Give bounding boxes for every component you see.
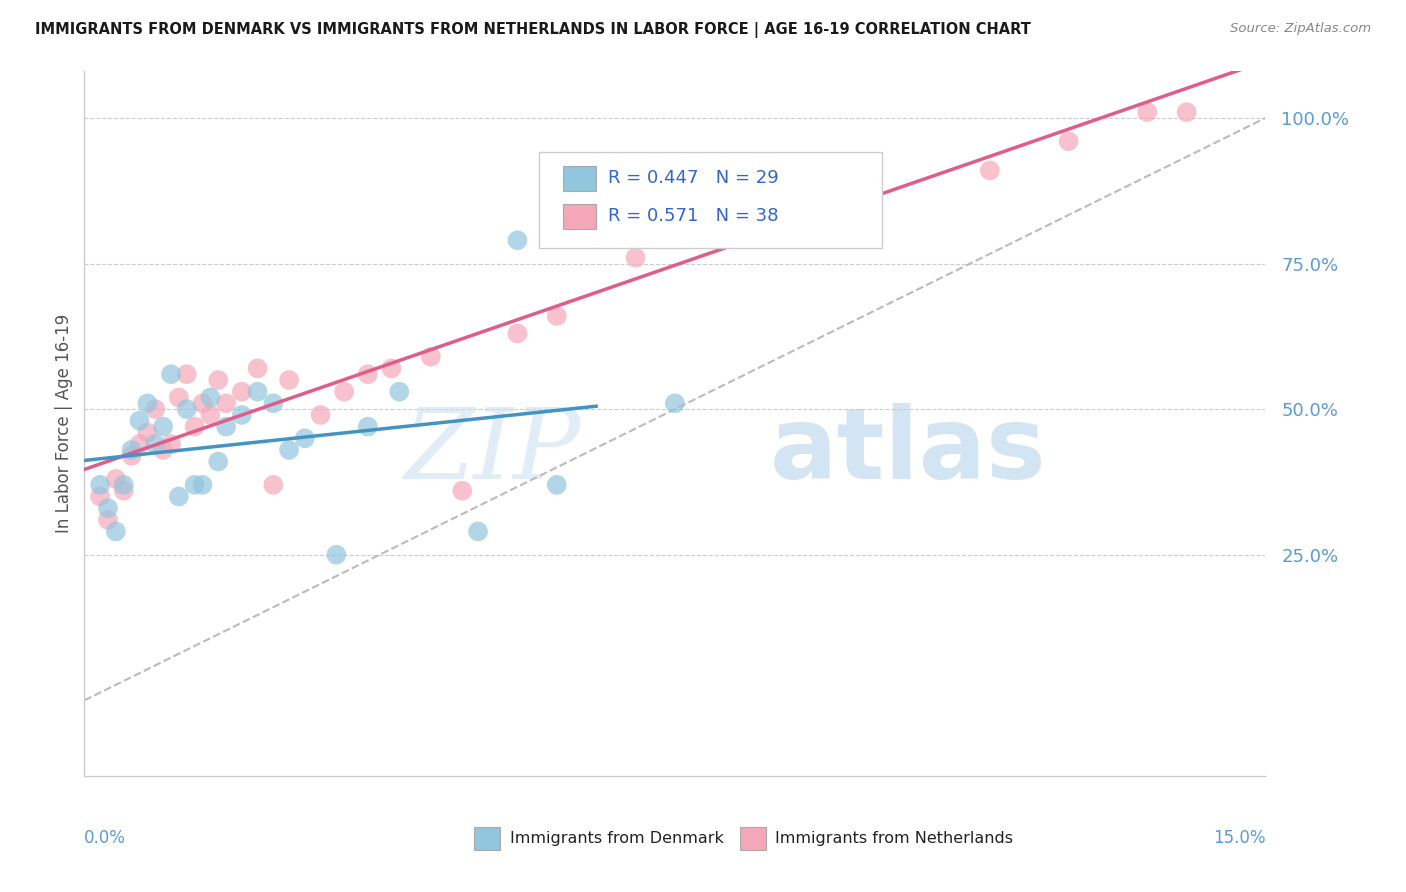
Point — [231, 384, 253, 399]
Point — [388, 384, 411, 399]
Point — [357, 368, 380, 382]
Point — [183, 419, 205, 434]
Point — [136, 425, 159, 440]
Point — [136, 396, 159, 410]
Point — [262, 396, 284, 410]
Point — [183, 478, 205, 492]
Point — [97, 501, 120, 516]
Point — [160, 368, 183, 382]
FancyBboxPatch shape — [474, 828, 501, 850]
Point — [357, 419, 380, 434]
Text: Source: ZipAtlas.com: Source: ZipAtlas.com — [1230, 22, 1371, 36]
Point — [278, 442, 301, 457]
Point — [664, 198, 686, 212]
Point — [246, 361, 269, 376]
Point — [419, 350, 441, 364]
FancyBboxPatch shape — [562, 204, 596, 228]
Point — [467, 524, 489, 539]
Point — [89, 490, 111, 504]
Point — [231, 408, 253, 422]
Point — [1175, 105, 1198, 120]
Text: R = 0.571   N = 38: R = 0.571 N = 38 — [607, 207, 778, 225]
Point — [664, 396, 686, 410]
Point — [207, 373, 229, 387]
Point — [215, 396, 238, 410]
Point — [176, 368, 198, 382]
Point — [215, 419, 238, 434]
Point — [506, 233, 529, 247]
Point — [333, 384, 356, 399]
Text: ZIP: ZIP — [404, 404, 581, 500]
Point — [191, 396, 214, 410]
Point — [160, 437, 183, 451]
Point — [200, 391, 222, 405]
Point — [624, 251, 647, 265]
Point — [152, 419, 174, 434]
Point — [152, 442, 174, 457]
Point — [191, 478, 214, 492]
Text: 0.0%: 0.0% — [84, 829, 127, 847]
FancyBboxPatch shape — [740, 828, 766, 850]
Point — [112, 483, 135, 498]
Point — [546, 309, 568, 323]
Point — [121, 442, 143, 457]
Point — [167, 490, 190, 504]
Point — [325, 548, 347, 562]
Point — [128, 414, 150, 428]
Point — [128, 437, 150, 451]
Point — [143, 402, 166, 417]
FancyBboxPatch shape — [562, 167, 596, 191]
Text: 15.0%: 15.0% — [1213, 829, 1265, 847]
Point — [451, 483, 474, 498]
Point — [860, 175, 883, 189]
Point — [121, 449, 143, 463]
Point — [262, 478, 284, 492]
Point — [380, 361, 402, 376]
Point — [143, 437, 166, 451]
Point — [200, 408, 222, 422]
Y-axis label: In Labor Force | Age 16-19: In Labor Force | Age 16-19 — [55, 314, 73, 533]
Point — [207, 454, 229, 468]
Point — [309, 408, 332, 422]
Text: R = 0.447   N = 29: R = 0.447 N = 29 — [607, 169, 779, 187]
Point — [1057, 134, 1080, 148]
Text: atlas: atlas — [769, 403, 1046, 500]
Point — [89, 478, 111, 492]
Point — [1136, 105, 1159, 120]
Point — [979, 163, 1001, 178]
Point — [278, 373, 301, 387]
Point — [294, 431, 316, 445]
FancyBboxPatch shape — [538, 153, 882, 247]
Point — [104, 472, 127, 486]
Point — [97, 513, 120, 527]
Point — [782, 175, 804, 189]
Text: Immigrants from Netherlands: Immigrants from Netherlands — [775, 830, 1014, 846]
Point — [546, 478, 568, 492]
Point — [176, 402, 198, 417]
Text: IMMIGRANTS FROM DENMARK VS IMMIGRANTS FROM NETHERLANDS IN LABOR FORCE | AGE 16-1: IMMIGRANTS FROM DENMARK VS IMMIGRANTS FR… — [35, 22, 1031, 38]
Point — [506, 326, 529, 341]
Point — [112, 478, 135, 492]
Text: Immigrants from Denmark: Immigrants from Denmark — [509, 830, 724, 846]
Point — [246, 384, 269, 399]
Point — [104, 524, 127, 539]
Point — [167, 391, 190, 405]
Point — [718, 186, 741, 201]
